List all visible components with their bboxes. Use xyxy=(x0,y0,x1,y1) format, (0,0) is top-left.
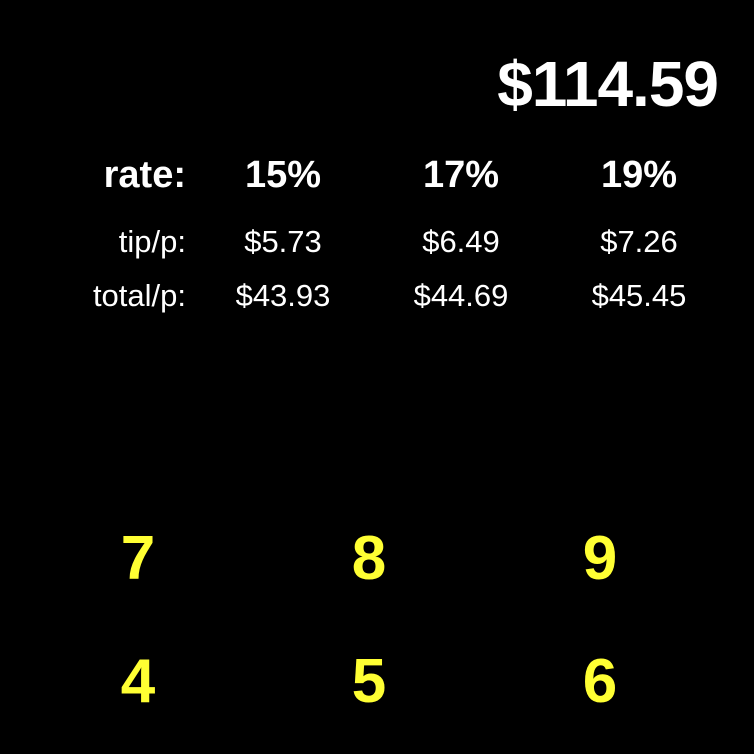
total-per-person-value: $45.45 xyxy=(591,278,687,313)
rate-option-17[interactable]: 17% xyxy=(422,154,500,196)
tip-per-person-row: tip/p: $5.73 $6.49 $7.26 xyxy=(0,219,754,265)
keypad-key-7[interactable]: 7 xyxy=(120,524,156,593)
total-per-person-value: $44.69 xyxy=(413,278,509,313)
bill-amount-display: $114.59 xyxy=(497,48,719,120)
total-per-person-label: total/p: xyxy=(92,278,186,313)
tip-per-person-value: $6.49 xyxy=(422,224,500,259)
keypad-key-5[interactable]: 5 xyxy=(351,647,387,716)
total-per-person-value: $43.93 xyxy=(235,278,331,313)
keypad-key-4[interactable]: 4 xyxy=(120,647,156,716)
total-per-person-row: total/p: $43.93 $44.69 $45.45 xyxy=(0,273,754,319)
rate-option-19[interactable]: 19% xyxy=(600,154,678,196)
keypad-key-9[interactable]: 9 xyxy=(582,524,618,593)
tip-per-person-value: $7.26 xyxy=(600,224,678,259)
keypad-key-8[interactable]: 8 xyxy=(351,524,387,593)
keypad-key-6[interactable]: 6 xyxy=(582,647,618,716)
tip-per-person-value: $5.73 xyxy=(244,224,322,259)
rate-row: rate: 15% 17% 19% xyxy=(0,152,754,198)
tip-per-person-label: tip/p: xyxy=(118,224,186,259)
rate-label: rate: xyxy=(103,154,186,196)
rate-option-15[interactable]: 15% xyxy=(244,154,322,196)
